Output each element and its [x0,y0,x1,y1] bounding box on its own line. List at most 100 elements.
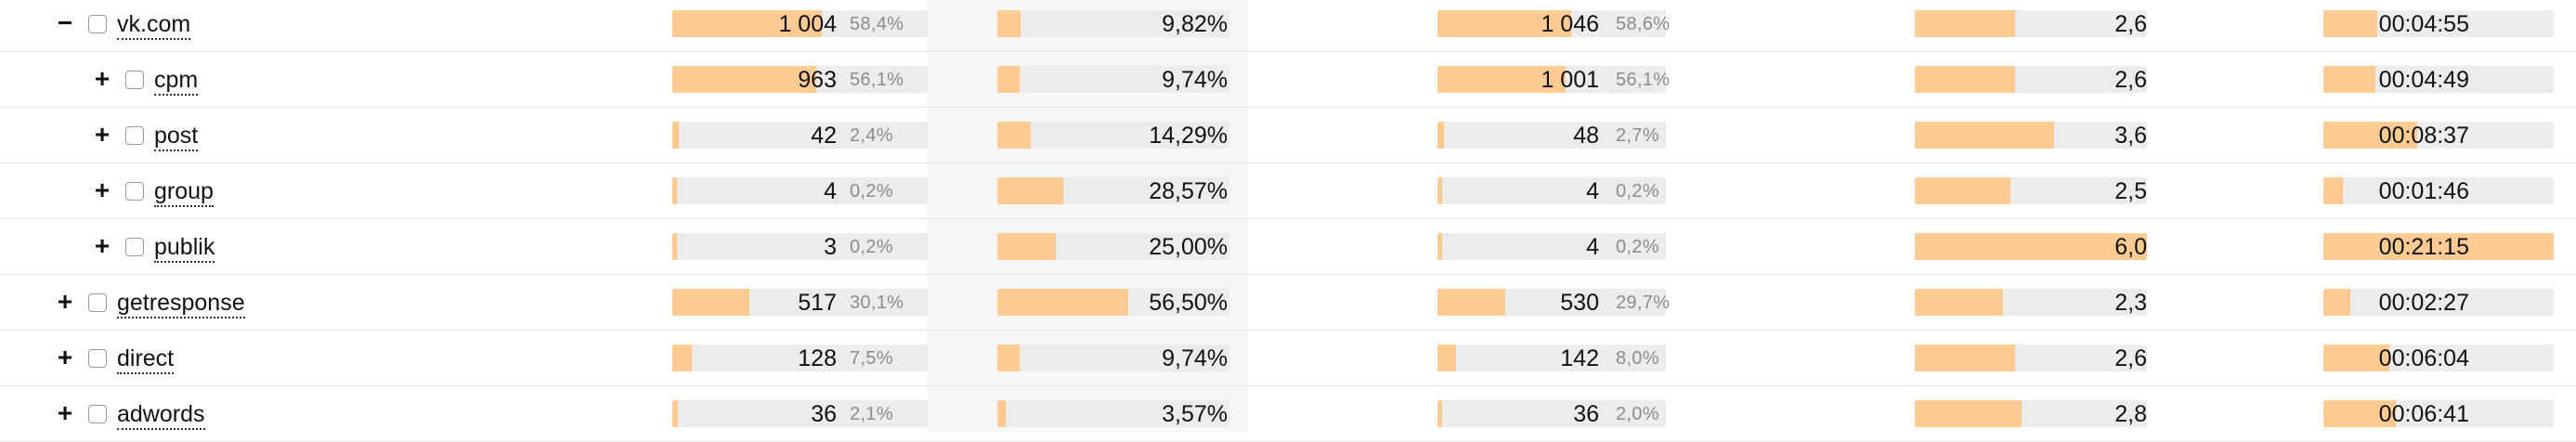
bounce-rate-bar [997,289,1229,316]
visits-share: 56,1% [850,70,904,90]
bounce-rate-bar [997,66,1229,93]
visitors-value: 1 001 [1541,67,1599,93]
bounce-rate-bar-fill [997,289,1129,316]
visits-bar [672,177,929,204]
visits-value: 517 [798,290,837,316]
expand-toggle[interactable]: + [94,64,111,93]
visits-bar-fill [672,10,823,37]
expand-toggle[interactable]: + [94,120,111,149]
row-checkbox[interactable] [125,71,144,89]
table-row[interactable]: + direct 128 7,5% 9,74% 142 8,0% 2,6 00:06:04 [0,331,2576,386]
visitors-share: 58,6% [1616,14,1671,34]
expand-toggle[interactable]: + [94,231,111,260]
page-depth-value: 2,3 [2114,290,2147,316]
visits-bar-fill [672,344,692,371]
bounce-rate-value: 28,57% [1149,178,1228,204]
visits-bar [672,289,929,316]
source-label[interactable]: adwords [117,401,205,430]
page-depth-bar-fill [1915,10,2015,37]
row-checkbox[interactable] [125,182,144,201]
visitors-bar [1438,233,1666,260]
source-label[interactable]: publik [154,234,215,263]
time-on-site-value: 00:04:55 [2378,11,2469,37]
source-label[interactable]: post [154,123,199,151]
visits-value: 1 004 [778,11,837,37]
source-link[interactable]: post [154,108,199,163]
visits-value: 36 [811,401,837,427]
bounce-rate-value: 25,00% [1149,234,1228,260]
bounce-rate-value: 9,74% [1162,345,1228,371]
time-on-site-bar [2323,400,2554,427]
table-row[interactable]: + publik 3 0,2% 25,00% 4 0,2% 6,0 00:21:15 [0,219,2576,275]
source-link[interactable]: cpm [154,52,199,108]
visitors-bar-fill [1438,289,1506,316]
visits-bar [672,122,929,149]
visitors-bar-fill [1438,122,1444,149]
source-link[interactable]: getresponse [117,275,245,331]
row-checkbox[interactable] [88,349,107,368]
visits-bar-fill [672,66,816,93]
bounce-rate-bar [997,177,1229,204]
visitors-bar [1438,122,1666,149]
page-depth-bar [1915,344,2147,371]
row-checkbox[interactable] [88,405,107,423]
bounce-rate-value: 9,82% [1162,11,1228,37]
table-row[interactable]: + cpm 963 56,1% 9,74% 1 001 56,1% 2,6 00:04:49 [0,52,2576,108]
page-depth-bar-fill [1915,66,2015,93]
source-label[interactable]: cpm [154,67,199,96]
bounce-rate-bar-fill [997,400,1006,427]
visits-share: 58,4% [850,14,904,34]
page-depth-bar [1915,122,2147,149]
expand-toggle[interactable]: + [57,343,73,371]
source-label[interactable]: direct [117,345,175,374]
row-checkbox[interactable] [125,126,144,145]
visitors-bar [1438,10,1666,37]
table-row[interactable]: + getresponse 517 30,1% 56,50% 530 29,7% 2,3 00:… [0,275,2576,331]
source-link[interactable]: group [154,163,214,219]
expand-toggle[interactable]: + [94,176,111,204]
page-depth-bar [1915,177,2147,204]
visitors-bar [1438,289,1666,316]
visitors-value: 1 046 [1541,11,1599,37]
time-on-site-bar-fill [2323,400,2397,427]
time-on-site-bar-fill [2323,66,2376,93]
table-row[interactable]: + adwords 36 2,1% 3,57% 36 2,0% 2,8 00:06:41 [0,386,2576,442]
source-link[interactable]: vk.com [117,0,191,52]
row-checkbox[interactable] [88,293,107,312]
expand-toggle[interactable]: + [57,398,73,427]
row-checkbox[interactable] [88,15,107,33]
visitors-value: 142 [1560,345,1599,371]
page-depth-value: 6,0 [2114,234,2147,260]
visits-share: 2,1% [850,404,893,424]
visitors-share: 2,7% [1616,125,1659,146]
visits-share: 0,2% [850,237,893,257]
table-row[interactable]: + group 4 0,2% 28,57% 4 0,2% 2,5 00:01:46 [0,163,2576,219]
time-on-site-value: 00:04:49 [2378,67,2469,93]
visits-bar-fill [672,400,678,427]
source-link[interactable]: publik [154,219,215,275]
table-row[interactable]: + post 42 2,4% 14,29% 48 2,7% 3,6 00:08:37 [0,108,2576,163]
row-checkbox[interactable] [125,238,144,256]
time-on-site-value: 00:02:27 [2378,290,2469,316]
source-label[interactable]: vk.com [117,11,191,40]
page-depth-value: 2,6 [2114,67,2147,93]
visits-bar [672,344,929,371]
table-row[interactable]: − vk.com 1 004 58,4% 9,82% 1 046 58,6% 2,6 00:04… [0,0,2576,52]
visits-value: 42 [811,123,837,149]
source-link[interactable]: direct [117,331,175,386]
page-depth-bar [1915,10,2147,37]
visitors-share: 56,1% [1616,70,1671,90]
source-label[interactable]: group [154,178,214,207]
time-on-site-bar-fill [2323,10,2377,37]
collapse-toggle[interactable]: − [57,8,73,37]
expand-toggle[interactable]: + [57,287,73,316]
source-label[interactable]: getresponse [117,290,245,318]
visitors-bar-fill [1438,233,1442,260]
time-on-site-bar-fill [2323,233,2554,260]
bounce-rate-bar-fill [997,344,1021,371]
visits-bar [672,400,929,427]
visits-bar-fill [672,233,677,260]
source-link[interactable]: adwords [117,386,205,442]
visits-value: 963 [798,67,837,93]
